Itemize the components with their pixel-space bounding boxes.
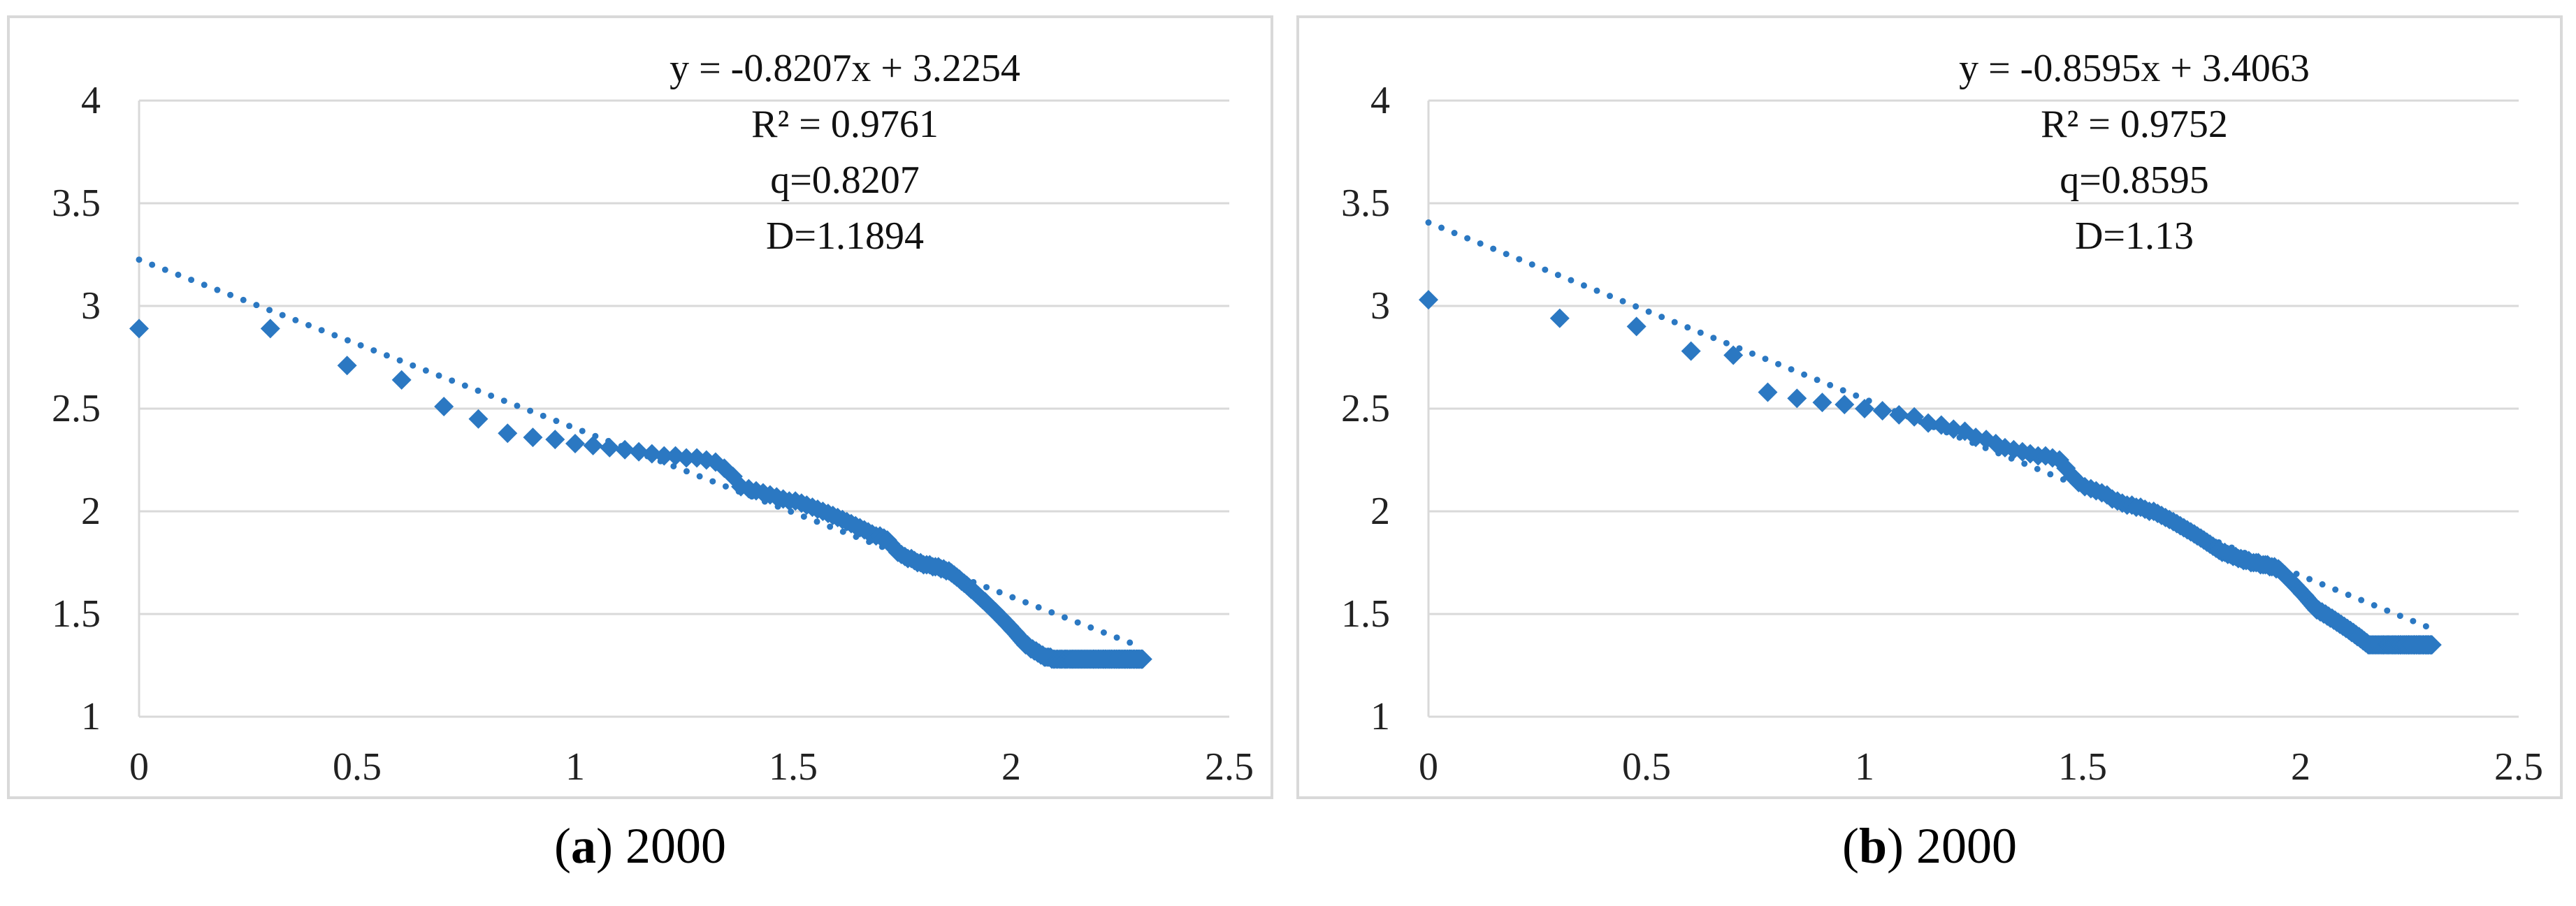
caption-letter-b: b [1858, 818, 1888, 874]
data-point [1904, 407, 1925, 427]
data-point [129, 319, 149, 339]
y-tick-label: 1 [1370, 695, 1390, 738]
x-tick-label: 0.5 [333, 745, 382, 789]
data-point [260, 319, 280, 339]
data-point [523, 428, 543, 448]
annotation-line-2: q=0.8207 [770, 159, 920, 202]
scatter-plot-b: 1 1.5 2 2.5 3 3.5 4 0 0.5 1 1.5 2 2.5 y = -0.8595x + … [1341, 47, 2543, 789]
data-point [1835, 395, 1855, 415]
annotation-line-0: y = -0.8207x + 3.2254 [670, 47, 1020, 90]
data-point [1787, 388, 1807, 409]
data-point [1626, 316, 1647, 337]
data-point [337, 356, 357, 376]
x-tick-label: 2 [2291, 745, 2310, 789]
data-point [2020, 444, 2041, 464]
data-point [1966, 428, 1986, 448]
y-tick-label: 3.5 [1341, 182, 1390, 225]
data-point [1855, 399, 1874, 418]
y-tick-label: 4 [81, 79, 101, 122]
annotation-line-0: y = -0.8595x + 3.4063 [1959, 47, 2310, 90]
x-tick-label: 2.5 [2494, 745, 2543, 789]
annotation-line-1: R² = 0.9752 [2041, 103, 2228, 146]
x-tick-label: 1 [565, 745, 585, 789]
y-tick-label: 3.5 [52, 182, 101, 225]
x-tick-label: 1 [1855, 745, 1874, 789]
data-point [498, 423, 518, 444]
y-tick-label: 1.5 [1341, 592, 1390, 636]
caption-a: (a) 2000 [554, 818, 726, 874]
y-tick-label: 3 [81, 284, 101, 328]
data-point [434, 397, 454, 417]
x-tick-label: 0 [129, 745, 149, 789]
data-point [1889, 404, 1909, 425]
annotation-line-1: R² = 0.9761 [751, 103, 939, 146]
caption-letter-a: a [571, 818, 596, 874]
annotation-line-3: D=1.1894 [766, 214, 924, 258]
x-tick-label: 2 [1001, 745, 1021, 789]
caption-year-b: 2000 [1916, 818, 2017, 874]
y-tick-label: 3 [1370, 284, 1390, 328]
data-point [615, 439, 635, 460]
x-tick-label: 2.5 [1205, 745, 1254, 789]
data-point [1723, 345, 1744, 365]
y-tick-label: 2.5 [1341, 387, 1390, 430]
data-point [1758, 382, 1778, 402]
data-point [391, 370, 412, 390]
data-point [600, 437, 620, 458]
chart-panel-b: 1 1.5 2 2.5 3 3.5 4 0 0.5 1 1.5 2 2.5 y = -0.8595x + … [1296, 0, 2568, 906]
y-tick-label: 2 [1370, 490, 1390, 533]
data-point [565, 433, 585, 453]
x-tick-label: 0 [1419, 745, 1438, 789]
data-point [468, 409, 489, 429]
chart-panel-a: 1 1.5 2 2.5 3 3.5 4 0 0.5 1 1.5 2 2.5 y = -0.8207x + … [7, 0, 1279, 906]
data-point [583, 435, 603, 455]
data-point [1872, 400, 1893, 421]
trendline [136, 256, 1145, 651]
x-tick-label: 0.5 [1622, 745, 1671, 789]
scatter-plot-a: 1 1.5 2 2.5 3 3.5 4 0 0.5 1 1.5 2 2.5 y = -0.8207x + … [52, 47, 1254, 789]
data-point [1918, 413, 1939, 433]
y-tick-label: 2.5 [52, 387, 101, 430]
y-tick-label: 1.5 [52, 592, 101, 636]
data-point [1812, 393, 1832, 413]
data-point [642, 444, 662, 464]
y-tick-label: 4 [1370, 79, 1390, 122]
chart-frame-a: 1 1.5 2 2.5 3 3.5 4 0 0.5 1 1.5 2 2.5 y = -0.8207x + … [7, 15, 1273, 799]
x-tick-label: 1.5 [2058, 745, 2107, 789]
data-point [2422, 635, 2442, 655]
y-tick-label: 2 [81, 490, 101, 533]
data-point [1419, 290, 1438, 310]
data-point [1132, 649, 1152, 669]
data-point [1681, 341, 1701, 361]
data-point [654, 446, 674, 466]
caption-b: (b) 2000 [1841, 818, 2017, 874]
data-point [629, 441, 649, 462]
data-point [2056, 458, 2076, 478]
caption-year-a: 2000 [625, 818, 726, 874]
annotation-line-2: q=0.8595 [2060, 159, 2209, 202]
trendline [1425, 219, 2435, 632]
x-tick-label: 1.5 [769, 745, 818, 789]
data-point [545, 430, 565, 450]
y-tick-label: 1 [81, 695, 101, 738]
chart-frame-b: 1 1.5 2 2.5 3 3.5 4 0 0.5 1 1.5 2 2.5 y = -0.8595x + … [1296, 15, 2563, 799]
data-point [1549, 308, 1570, 328]
annotation-line-3: D=1.13 [2075, 214, 2194, 258]
data-point [676, 448, 697, 468]
